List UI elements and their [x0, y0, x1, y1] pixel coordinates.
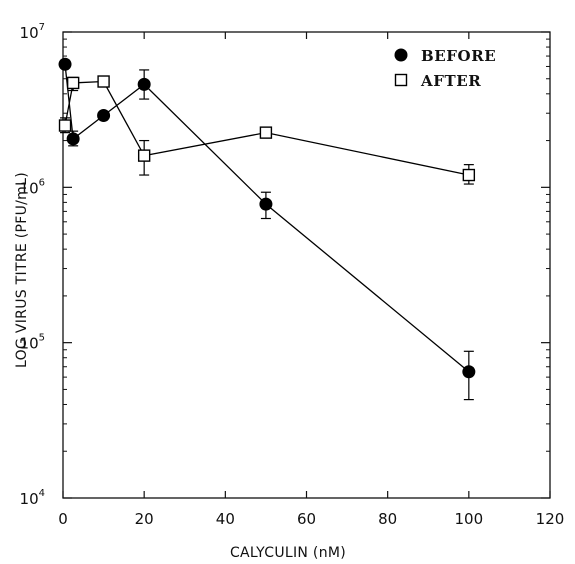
- data-point: [66, 76, 80, 90]
- x-tick-label: 0: [58, 510, 68, 528]
- x-tick-label: 60: [297, 510, 316, 528]
- data-point: [66, 132, 80, 146]
- data-point: [97, 75, 110, 88]
- y-tick-label: 107: [20, 22, 45, 42]
- legend: BEFORE AFTER: [394, 47, 496, 90]
- data-point: [58, 57, 72, 71]
- data-point: [137, 77, 151, 91]
- axes: 0 20 40 60 80 100 120 104 105 106 107: [20, 22, 565, 528]
- data-point: [259, 126, 273, 139]
- plot-frame: [62, 31, 551, 499]
- y-tick-label: 106: [20, 177, 45, 197]
- legend-label: BEFORE: [421, 47, 496, 65]
- data-point: [137, 149, 151, 162]
- data-point: [462, 365, 476, 379]
- x-tick-label: 120: [536, 510, 565, 528]
- x-tick-label: 40: [216, 510, 235, 528]
- data-point: [259, 197, 273, 211]
- legend-label: AFTER: [420, 72, 481, 90]
- x-axis-title: CALYCULIN (nM): [230, 545, 346, 561]
- legend-item-after: AFTER: [394, 72, 481, 90]
- y-axis-title: LOG VIRUS TITRE (PFU/mL): [14, 172, 30, 368]
- y-tick-label: 104: [20, 488, 45, 508]
- x-tick-label: 100: [455, 510, 484, 528]
- data-point: [58, 119, 72, 132]
- x-tick-label: 20: [135, 510, 154, 528]
- series-layer: [58, 57, 476, 401]
- series-line: [64, 64, 470, 373]
- legend-marker: [394, 48, 408, 62]
- data-point: [97, 109, 111, 123]
- series-after: [58, 75, 476, 185]
- legend-item-before: BEFORE: [394, 47, 496, 65]
- legend-marker: [394, 73, 408, 87]
- x-tick-label: 80: [378, 510, 397, 528]
- y-tick-label: 105: [20, 333, 45, 353]
- data-point: [462, 168, 476, 182]
- series-before: [58, 57, 476, 401]
